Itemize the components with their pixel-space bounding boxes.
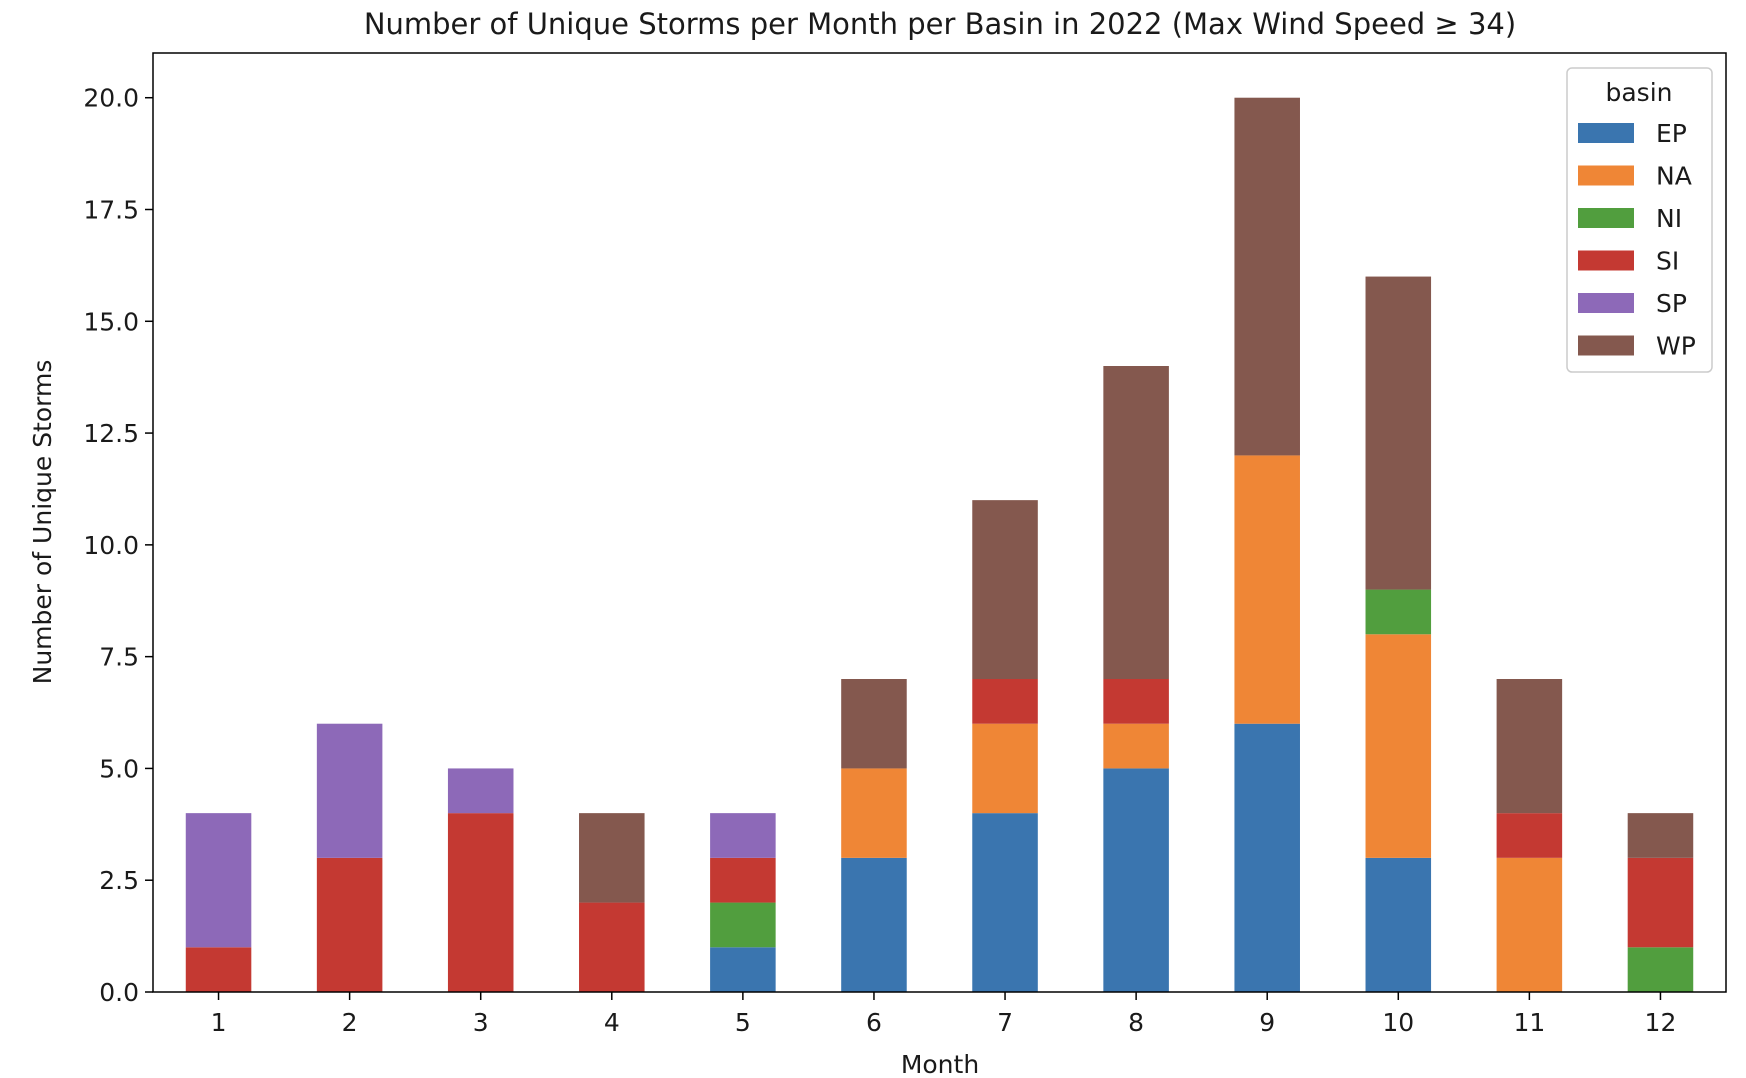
bars-group <box>185 97 1694 992</box>
bar-si-month-8 <box>1103 679 1169 724</box>
legend-label-si: SI <box>1656 247 1679 276</box>
legend-label-sp: SP <box>1656 289 1687 318</box>
x-tick-label: 5 <box>735 1008 751 1037</box>
x-tick-label: 10 <box>1382 1008 1414 1037</box>
y-tick-label: 17.5 <box>83 196 139 225</box>
y-axis-title: Number of Unique Storms <box>28 360 57 685</box>
bar-ep-month-10 <box>1365 857 1432 992</box>
bar-si-month-12 <box>1627 857 1694 948</box>
legend: basin EP NA NI SI SP WP <box>1566 67 1713 373</box>
legend-label-na: NA <box>1656 162 1692 191</box>
x-tick-label: 2 <box>342 1008 358 1037</box>
bar-ep-month-8 <box>1103 768 1169 992</box>
legend-swatch-ni <box>1578 208 1634 228</box>
y-tick-label: 12.5 <box>83 419 139 448</box>
x-tick-label: 12 <box>1645 1008 1677 1037</box>
bar-na-month-9 <box>1234 455 1300 724</box>
y-axis: 0.0 2.5 5.0 7.5 10.0 12.5 15.0 17.5 20.0 <box>83 84 153 1007</box>
plot-area-frame <box>152 52 1727 993</box>
bar-si-month-7 <box>972 679 1038 724</box>
x-tick-label: 11 <box>1513 1008 1545 1037</box>
bar-wp-month-7 <box>972 500 1038 679</box>
bar-sp-month-3 <box>447 768 514 814</box>
y-tick-label: 10.0 <box>83 531 139 560</box>
bar-ep-month-5 <box>710 947 776 992</box>
legend-swatch-ep <box>1578 123 1634 143</box>
y-tick-label: 5.0 <box>99 754 139 783</box>
bar-wp-month-11 <box>1496 679 1563 814</box>
bar-si-month-4 <box>579 902 645 992</box>
legend-swatch-na <box>1578 165 1634 186</box>
bar-si-month-11 <box>1496 813 1563 858</box>
x-tick-label: 8 <box>1128 1008 1144 1037</box>
legend-title: basin <box>1605 78 1672 107</box>
bar-wp-month-12 <box>1627 813 1694 858</box>
bar-wp-month-6 <box>841 679 907 769</box>
x-tick-label: 1 <box>211 1008 227 1037</box>
bar-si-month-1 <box>185 947 252 992</box>
x-tick-label: 7 <box>997 1008 1013 1037</box>
bar-ep-month-7 <box>972 813 1038 992</box>
x-tick-label: 3 <box>473 1008 489 1037</box>
bar-na-month-8 <box>1103 723 1169 769</box>
y-tick-label: 20.0 <box>83 84 139 113</box>
bar-sp-month-5 <box>710 813 776 858</box>
bar-si-month-5 <box>710 857 776 903</box>
bar-sp-month-2 <box>316 723 383 858</box>
bar-na-month-7 <box>972 723 1038 814</box>
x-tick-label: 9 <box>1259 1008 1275 1037</box>
bar-na-month-10 <box>1365 634 1432 858</box>
bar-na-month-11 <box>1496 857 1563 992</box>
bar-ni-month-10 <box>1365 589 1432 635</box>
bar-ni-month-12 <box>1627 947 1694 992</box>
legend-items: EP NA NI SI SP WP <box>1578 119 1696 361</box>
legend-swatch-si <box>1578 250 1634 271</box>
y-tick-label: 2.5 <box>99 866 139 895</box>
legend-label-ep: EP <box>1656 119 1687 148</box>
bar-si-month-3 <box>447 813 514 992</box>
y-tick-label: 15.0 <box>83 307 139 336</box>
bar-ni-month-5 <box>710 902 776 948</box>
bar-si-month-2 <box>316 857 383 992</box>
legend-label-wp: WP <box>1656 332 1696 361</box>
x-tick-label: 6 <box>866 1008 882 1037</box>
chart-title: Number of Unique Storms per Month per Ba… <box>364 7 1516 41</box>
y-tick-label: 0.0 <box>99 978 139 1007</box>
bar-wp-month-10 <box>1365 276 1432 590</box>
x-axis: 1 2 3 4 5 6 7 8 9 10 11 12 <box>211 992 1677 1037</box>
bar-wp-month-4 <box>579 813 645 903</box>
bar-ep-month-9 <box>1234 723 1300 992</box>
x-axis-title: Month <box>901 1050 979 1074</box>
legend-swatch-wp <box>1578 335 1634 356</box>
x-tick-label: 4 <box>604 1008 620 1037</box>
bar-na-month-6 <box>841 768 907 858</box>
legend-label-ni: NI <box>1656 204 1682 233</box>
bar-ep-month-6 <box>841 857 907 992</box>
y-tick-label: 7.5 <box>99 643 139 672</box>
bar-sp-month-1 <box>185 813 252 948</box>
legend-swatch-sp <box>1578 293 1634 313</box>
bar-wp-month-8 <box>1103 366 1169 679</box>
bar-wp-month-9 <box>1234 97 1300 456</box>
